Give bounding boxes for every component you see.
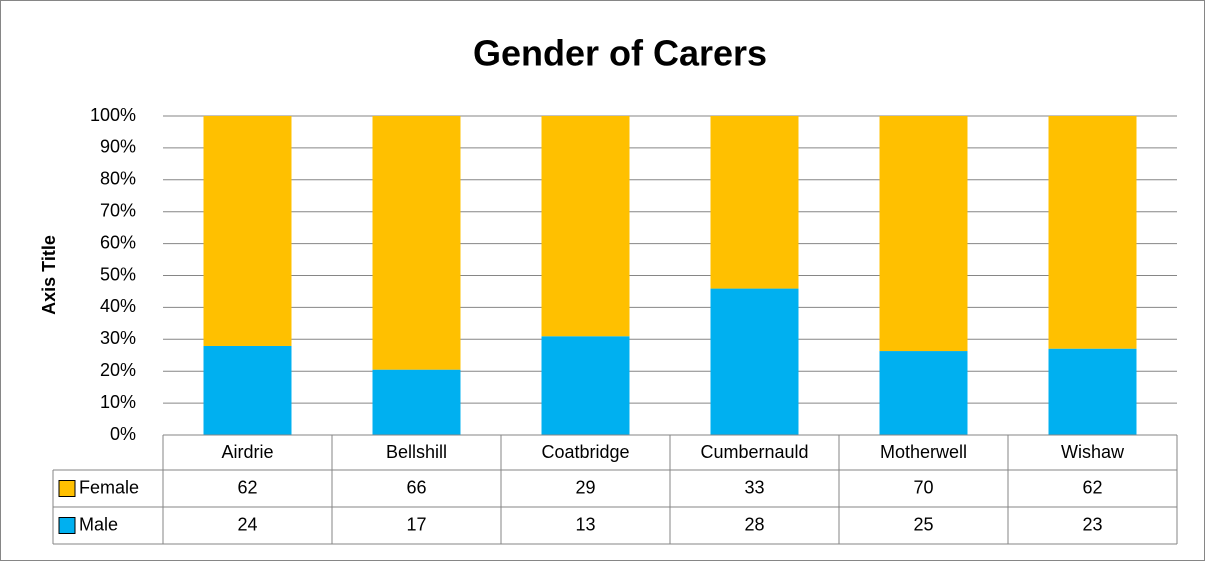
table-value: 33 bbox=[744, 477, 764, 497]
x-tick-label: Coatbridge bbox=[541, 442, 629, 462]
table-value: 17 bbox=[406, 514, 426, 534]
y-tick-label: 50% bbox=[100, 264, 136, 284]
x-tick-label: Bellshill bbox=[386, 442, 447, 462]
table-value: 28 bbox=[744, 514, 764, 534]
bar-segment bbox=[1048, 348, 1137, 435]
bar-segment bbox=[879, 351, 968, 435]
x-tick-label: Motherwell bbox=[880, 442, 967, 462]
table-value: 66 bbox=[406, 477, 426, 497]
legend-label: Male bbox=[79, 514, 118, 534]
legend-label: Female bbox=[79, 477, 139, 497]
x-tick-label: Airdrie bbox=[221, 442, 273, 462]
bar-segment bbox=[710, 288, 799, 435]
table-value: 62 bbox=[1082, 477, 1102, 497]
y-tick-label: 40% bbox=[100, 296, 136, 316]
bar-segment bbox=[372, 116, 461, 370]
table-value: 13 bbox=[575, 514, 595, 534]
bar-segment bbox=[203, 345, 292, 435]
y-tick-label: 30% bbox=[100, 328, 136, 348]
legend-key bbox=[58, 480, 76, 497]
table-value: 29 bbox=[575, 477, 595, 497]
table-value: 23 bbox=[1082, 514, 1102, 534]
y-tick-label: 80% bbox=[100, 169, 136, 189]
y-tick-label: 70% bbox=[100, 200, 136, 220]
x-tick-label: Cumbernauld bbox=[700, 442, 808, 462]
legend-key bbox=[58, 517, 76, 534]
bar-segment bbox=[879, 116, 968, 352]
table-value: 70 bbox=[913, 477, 933, 497]
y-tick-label: 20% bbox=[100, 360, 136, 380]
y-axis-title: Axis Title bbox=[39, 235, 59, 315]
y-tick-label: 10% bbox=[100, 392, 136, 412]
bar-segment bbox=[541, 336, 630, 435]
y-tick-label: 90% bbox=[100, 137, 136, 157]
bar-segment bbox=[710, 116, 799, 289]
bar-segment bbox=[541, 116, 630, 337]
bar-segment bbox=[372, 369, 461, 435]
table-value: 24 bbox=[237, 514, 257, 534]
bar-segment bbox=[1048, 116, 1137, 349]
y-tick-label: 0% bbox=[110, 424, 136, 444]
x-tick-label: Wishaw bbox=[1061, 442, 1125, 462]
chart-title: Gender of Carers bbox=[473, 33, 767, 74]
table-value: 62 bbox=[237, 477, 257, 497]
y-tick-label: 100% bbox=[90, 105, 136, 125]
bar-segment bbox=[203, 116, 292, 346]
table-value: 25 bbox=[913, 514, 933, 534]
y-tick-label: 60% bbox=[100, 232, 136, 252]
